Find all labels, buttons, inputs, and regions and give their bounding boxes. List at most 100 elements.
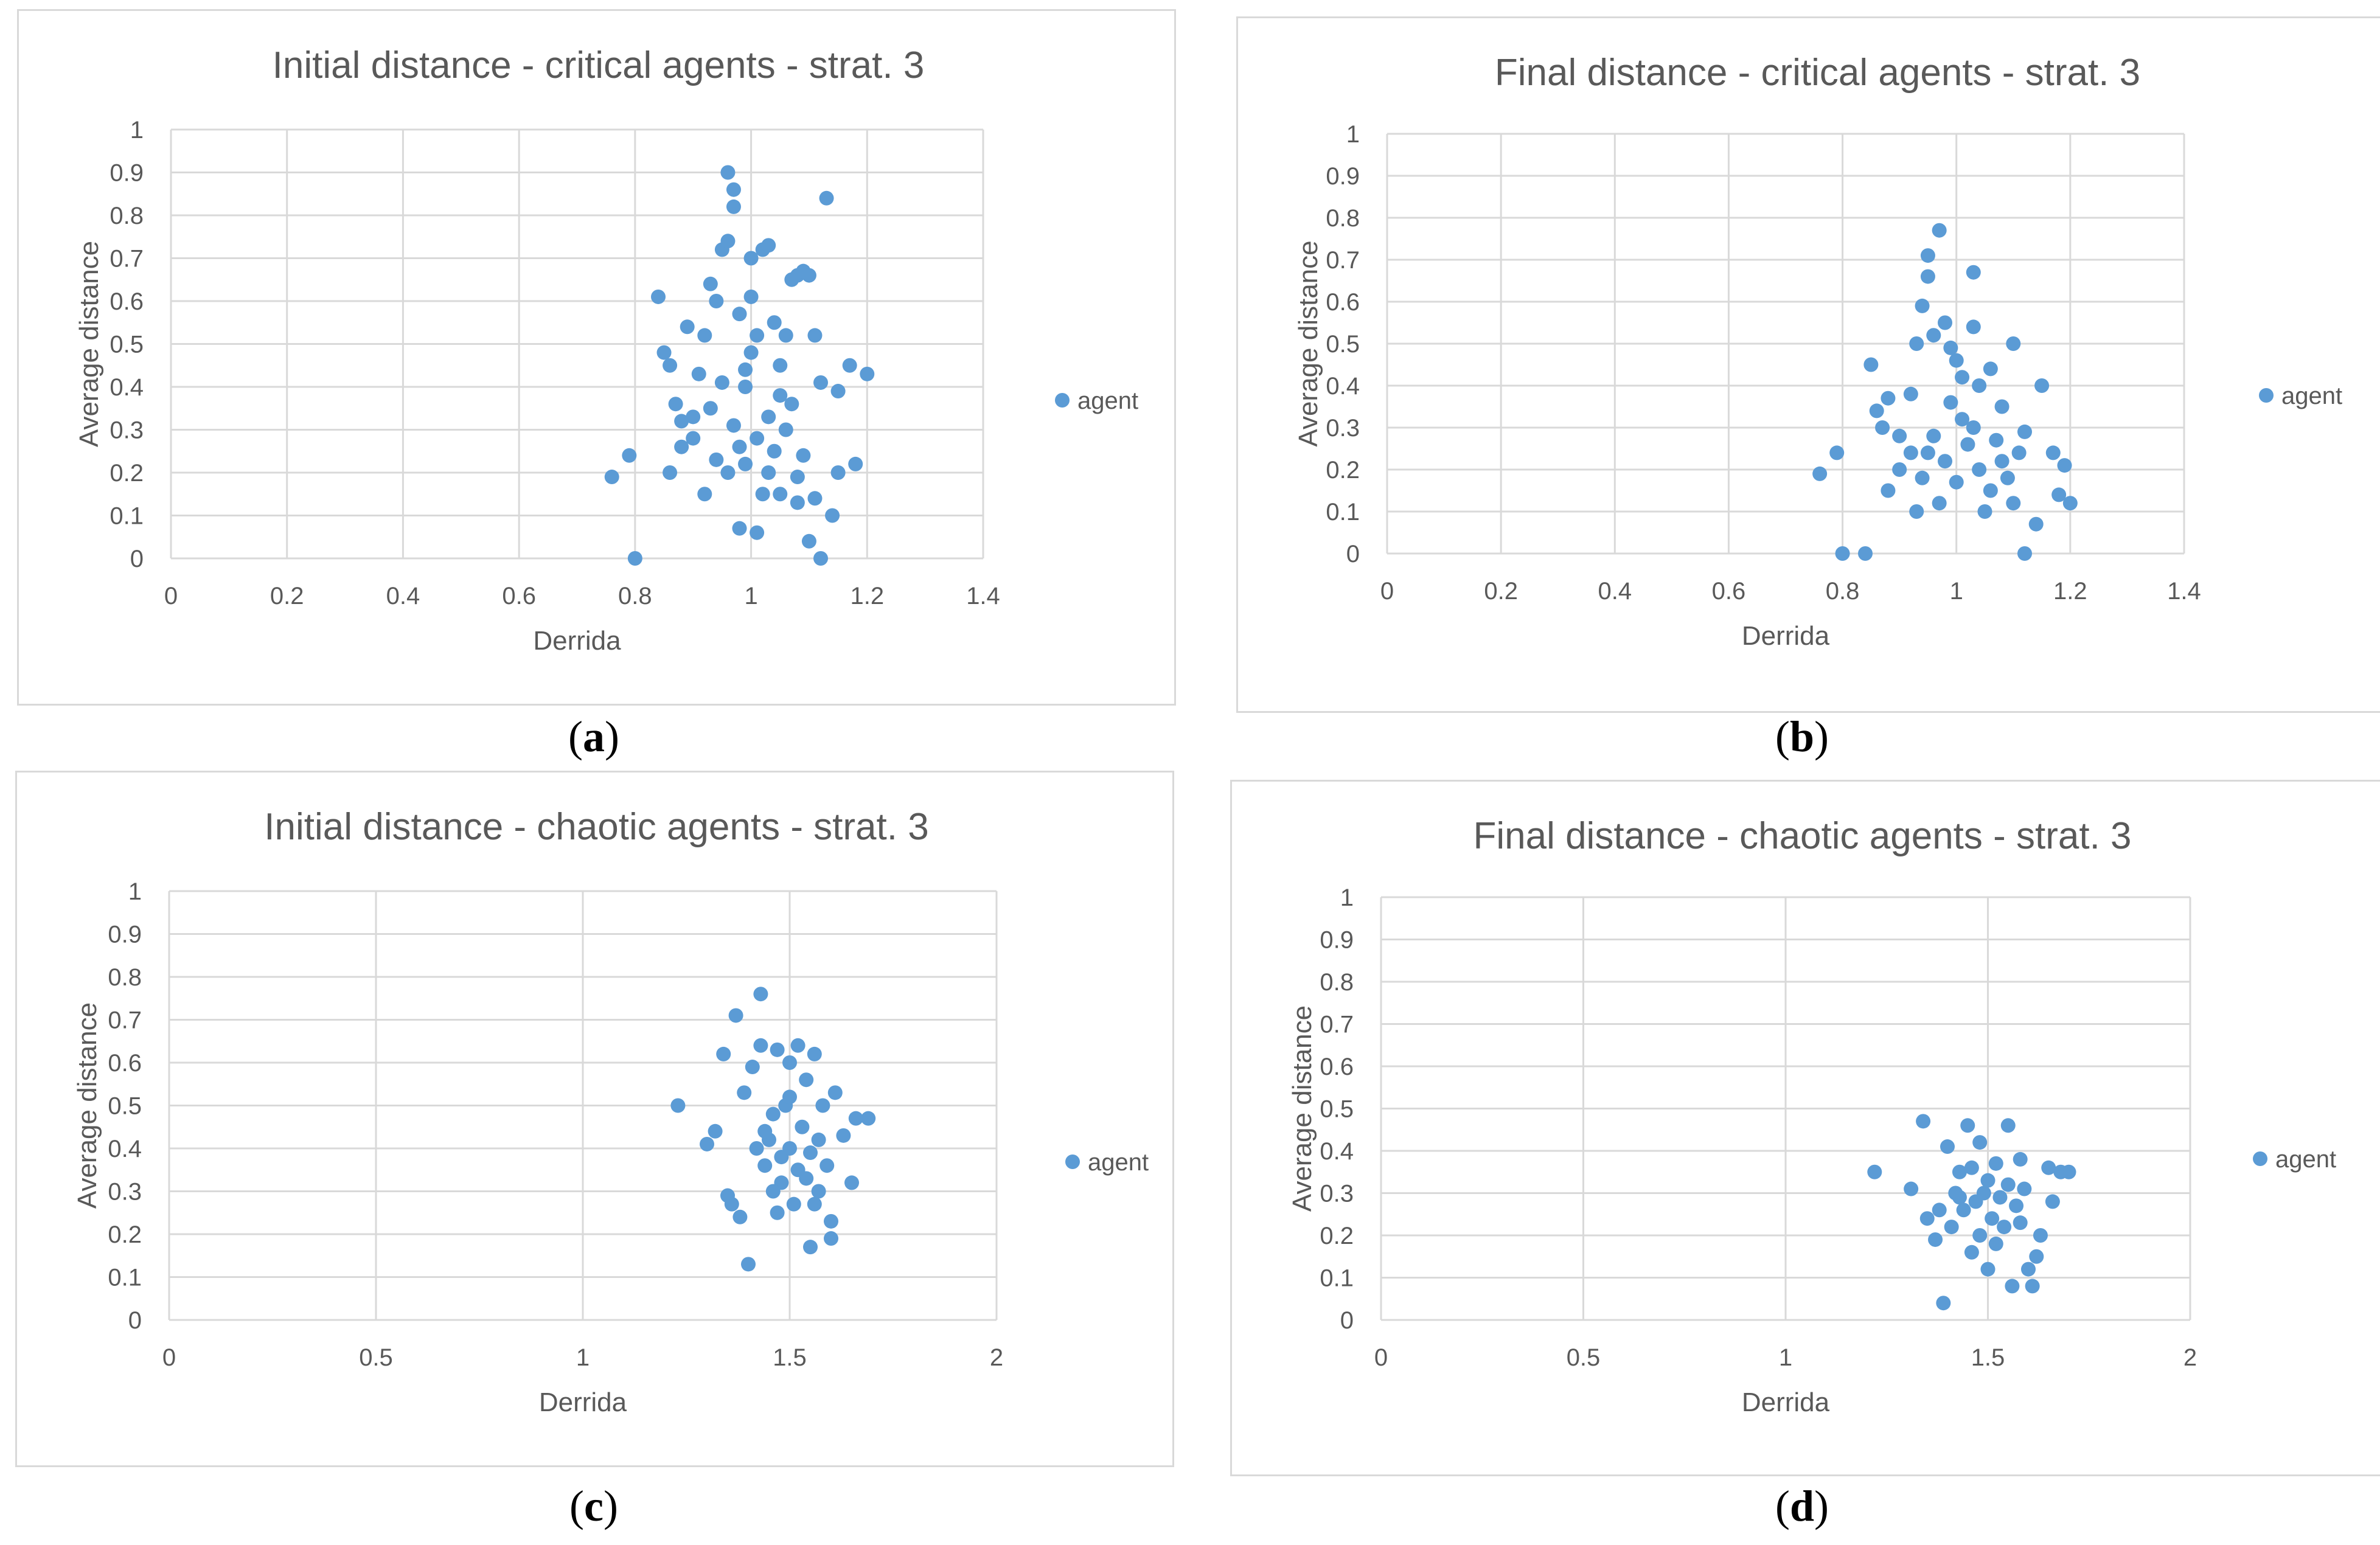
data-point bbox=[1932, 496, 1947, 511]
data-point bbox=[686, 409, 701, 425]
data-point bbox=[604, 470, 619, 485]
y-tick-label: 0.3 bbox=[110, 417, 144, 444]
x-tick-label: 0.2 bbox=[1484, 578, 1518, 605]
y-tick-label: 0.7 bbox=[1326, 247, 1360, 274]
chart-panel-c: Initial distance - chaotic agents - stra… bbox=[15, 771, 1174, 1467]
x-tick-label: 1.4 bbox=[2167, 578, 2201, 605]
data-point bbox=[1919, 1211, 1935, 1226]
data-point bbox=[720, 234, 736, 249]
data-point bbox=[743, 251, 759, 266]
x-tick-label: 2 bbox=[990, 1344, 1003, 1371]
data-point bbox=[1977, 504, 1992, 519]
y-tick-label: 0.6 bbox=[1320, 1054, 1354, 1080]
data-point bbox=[2017, 1181, 2032, 1196]
data-point bbox=[1949, 474, 1964, 490]
y-tick-label: 0.3 bbox=[1320, 1181, 1354, 1207]
data-point bbox=[1858, 546, 1873, 561]
data-point bbox=[697, 328, 712, 343]
y-tick-label: 0.4 bbox=[1320, 1138, 1354, 1165]
y-tick-label: 0.7 bbox=[110, 246, 144, 273]
y-tick-label: 0 bbox=[130, 546, 144, 572]
data-point bbox=[1955, 412, 1970, 427]
data-point bbox=[807, 491, 823, 506]
x-tick-label: 0.6 bbox=[1712, 578, 1746, 605]
legend-marker bbox=[2259, 388, 2274, 403]
data-point bbox=[1940, 1139, 1955, 1154]
data-point bbox=[1980, 1262, 1996, 1277]
y-axis-label: Average distance bbox=[1287, 1005, 1317, 1212]
data-point bbox=[811, 1132, 826, 1147]
data-point bbox=[827, 1085, 843, 1100]
x-tick-label: 1.5 bbox=[1971, 1344, 2005, 1371]
legend-marker bbox=[1065, 1154, 1080, 1169]
data-point bbox=[801, 533, 816, 549]
data-point bbox=[720, 165, 736, 180]
data-point bbox=[709, 452, 724, 467]
legend-marker bbox=[2253, 1151, 2267, 1166]
data-point bbox=[716, 1046, 731, 1061]
data-point bbox=[799, 1072, 814, 1088]
data-point bbox=[743, 289, 759, 304]
data-point bbox=[1972, 1228, 1988, 1243]
data-point bbox=[2021, 1262, 2036, 1277]
legend-label: agent bbox=[2275, 1146, 2336, 1173]
data-point bbox=[807, 328, 823, 343]
data-point bbox=[2057, 458, 2072, 473]
data-point bbox=[860, 366, 875, 381]
data-point bbox=[790, 1038, 806, 1053]
data-point bbox=[741, 1257, 756, 1272]
caption-d: (d) bbox=[1775, 1482, 1829, 1530]
data-point bbox=[753, 987, 768, 1002]
data-point bbox=[1932, 223, 1947, 238]
data-point bbox=[761, 409, 776, 425]
data-point bbox=[811, 1184, 826, 1199]
data-point bbox=[848, 456, 863, 471]
y-tick-label: 1 bbox=[1346, 121, 1360, 148]
data-point bbox=[1932, 1203, 1947, 1218]
data-point bbox=[714, 375, 729, 390]
data-point bbox=[782, 1141, 797, 1156]
data-point bbox=[1972, 462, 1987, 477]
data-point bbox=[1960, 1118, 1975, 1133]
data-point bbox=[663, 358, 678, 373]
y-tick-label: 0.8 bbox=[1326, 205, 1360, 232]
chart-title: Initial distance - critical agents - str… bbox=[273, 44, 925, 86]
data-point bbox=[1976, 1186, 1991, 1201]
data-point bbox=[2033, 1228, 2048, 1243]
y-tick-label: 0.2 bbox=[108, 1221, 142, 1248]
data-point bbox=[708, 1123, 723, 1139]
data-point bbox=[807, 1196, 822, 1212]
data-point bbox=[726, 199, 741, 214]
data-point bbox=[726, 418, 741, 433]
x-tick-label: 0.8 bbox=[1826, 578, 1860, 605]
x-tick-label: 1 bbox=[1950, 578, 1963, 605]
scatter-chart-d: Final distance - chaotic agents - strat.… bbox=[1287, 815, 2336, 1417]
data-point bbox=[813, 551, 828, 566]
data-point bbox=[1829, 445, 1845, 460]
caption-c: (c) bbox=[569, 1482, 618, 1530]
caption-b: (b) bbox=[1775, 712, 1829, 761]
data-point bbox=[1972, 378, 1987, 393]
data-point bbox=[753, 1038, 768, 1053]
x-tick-label: 2 bbox=[2183, 1344, 2197, 1371]
y-tick-label: 0.1 bbox=[1326, 499, 1360, 526]
data-point bbox=[782, 1055, 797, 1070]
data-point bbox=[1920, 269, 1935, 284]
data-point bbox=[1988, 1236, 2003, 1251]
data-point bbox=[1863, 357, 1879, 372]
data-point bbox=[627, 551, 642, 566]
y-tick-label: 0.4 bbox=[108, 1136, 142, 1162]
data-point bbox=[750, 525, 765, 540]
data-point bbox=[755, 487, 770, 502]
data-point bbox=[761, 238, 776, 253]
data-point bbox=[738, 456, 753, 471]
data-point bbox=[1980, 1173, 1996, 1188]
data-point bbox=[807, 1046, 822, 1061]
legend-marker bbox=[1055, 393, 1070, 408]
data-point bbox=[1903, 386, 1918, 401]
data-point bbox=[1943, 340, 1958, 355]
data-point bbox=[1909, 504, 1924, 519]
y-tick-label: 0.9 bbox=[1320, 927, 1354, 954]
data-point bbox=[2005, 1279, 2020, 1294]
data-point bbox=[819, 1158, 835, 1173]
